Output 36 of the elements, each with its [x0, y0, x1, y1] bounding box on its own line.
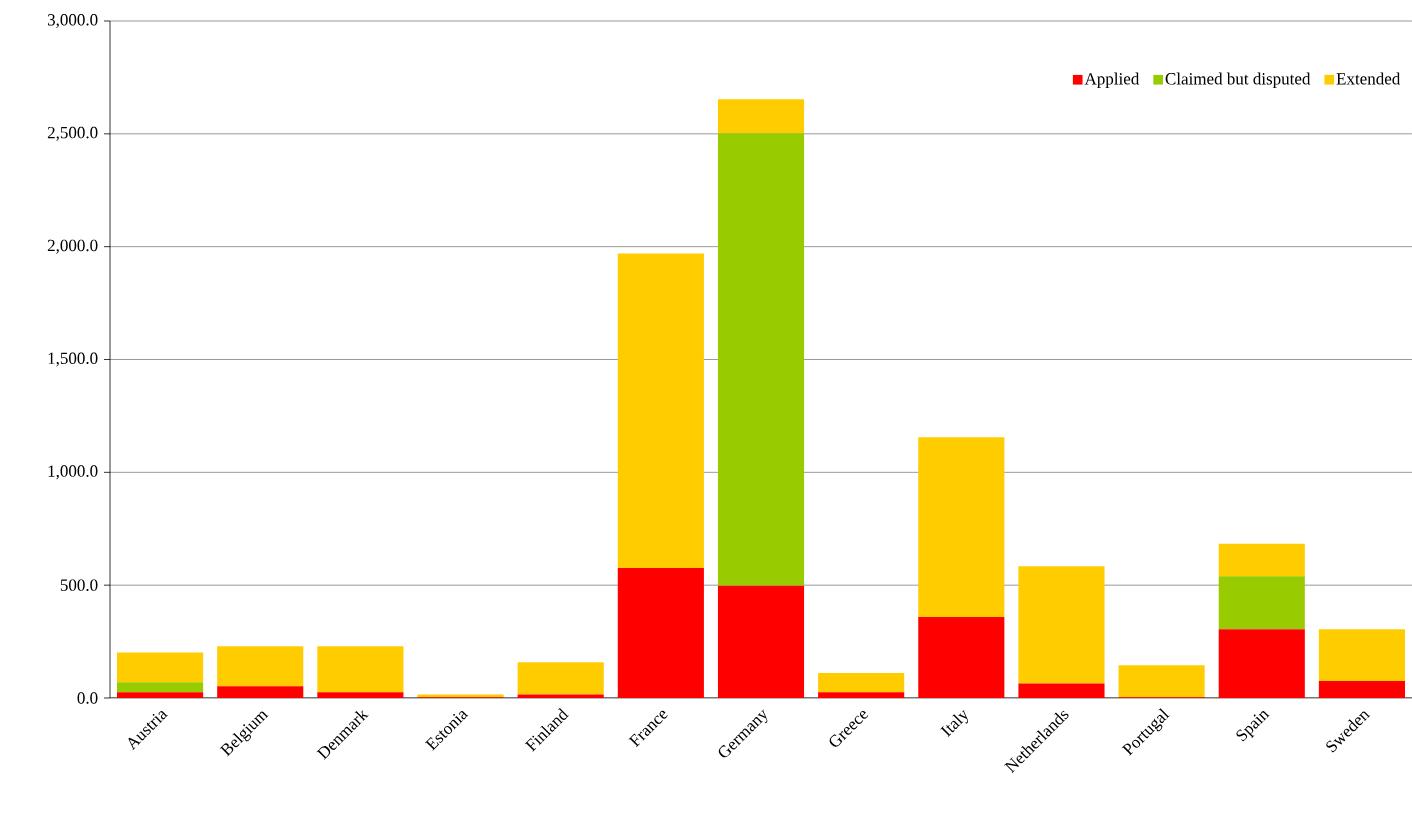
y-tick-label: 0.0 — [77, 692, 98, 704]
y-tick-label: 2,500.0 — [47, 126, 98, 141]
bar — [117, 692, 204, 698]
bar — [818, 672, 905, 693]
x-tick-label: Italy — [940, 709, 969, 738]
bar — [117, 652, 204, 683]
bar — [1318, 629, 1405, 682]
legend-label: Applied — [1084, 72, 1140, 89]
bar — [617, 568, 704, 698]
bar — [517, 662, 604, 695]
bar — [1218, 543, 1305, 577]
bar — [918, 437, 1005, 617]
bar — [1118, 665, 1205, 698]
bar — [217, 646, 304, 687]
y-tick-label: 1,500.0 — [48, 352, 98, 367]
bar — [1218, 576, 1305, 630]
bar — [217, 686, 304, 698]
y-tick-label: 1,000.0 — [48, 465, 98, 480]
bar — [1318, 681, 1405, 698]
bar — [918, 616, 1005, 698]
bar — [617, 253, 704, 569]
bar — [317, 692, 404, 698]
bar — [1018, 683, 1105, 698]
legend-label: Extended — [1336, 72, 1401, 85]
legend-label: Claimed but disputed — [1165, 72, 1311, 89]
bar — [1018, 566, 1105, 684]
bar — [717, 133, 805, 586]
bar — [717, 99, 805, 134]
bar — [717, 585, 805, 698]
bar — [117, 682, 204, 693]
y-tick-label: 2,000.0 — [47, 239, 98, 254]
bar — [1218, 629, 1305, 698]
bar — [317, 646, 404, 693]
y-tick-label: 500.0 — [60, 579, 98, 591]
bar — [818, 692, 905, 698]
y-tick-label: 3,000.0 — [47, 14, 98, 28]
